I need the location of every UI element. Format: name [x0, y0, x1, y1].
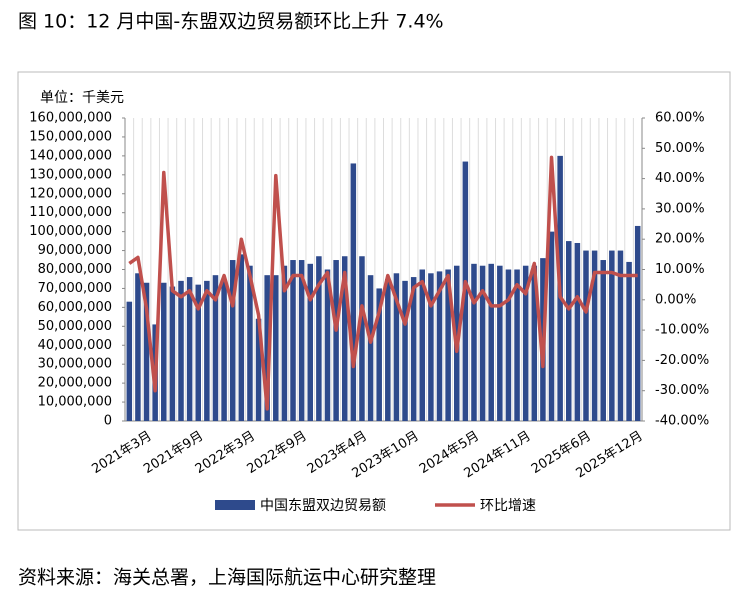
- bar: [350, 163, 357, 421]
- bar: [419, 269, 426, 421]
- bar: [178, 280, 184, 421]
- legend-swatch: [215, 500, 255, 510]
- bar: [135, 273, 141, 421]
- unit-label: 单位：千美元: [40, 90, 124, 106]
- bar: [600, 260, 606, 421]
- bar: [367, 275, 374, 421]
- bar: [479, 265, 486, 421]
- y2-tick-label: -20.00%: [655, 353, 709, 368]
- y-tick-label: 140,000,000: [29, 148, 112, 163]
- y2-tick-label: -40.00%: [655, 414, 709, 429]
- bar: [548, 231, 555, 421]
- y-tick-label: 90,000,000: [38, 243, 112, 258]
- bar: [359, 256, 365, 421]
- y-tick-label: 80,000,000: [38, 262, 112, 277]
- y-tick-label: 30,000,000: [38, 357, 112, 372]
- y-tick-label: 10,000,000: [38, 395, 112, 410]
- bar: [566, 241, 572, 421]
- y2-tick-label: 50.00%: [655, 141, 705, 156]
- bar: [126, 301, 133, 421]
- bar: [376, 288, 382, 421]
- bar: [522, 265, 529, 421]
- bar: [617, 250, 624, 421]
- legend-label: 环比增速: [480, 498, 536, 514]
- bar: [143, 282, 150, 421]
- y-tick-label: 20,000,000: [38, 376, 112, 391]
- line: [128, 155, 638, 411]
- bar: [497, 265, 503, 421]
- bar: [264, 275, 270, 421]
- bar: [591, 250, 598, 421]
- bar: [273, 275, 279, 421]
- chart-frame: [17, 71, 731, 531]
- bar: [161, 282, 167, 421]
- y2-tick-label: 60.00%: [655, 111, 705, 126]
- bar: [609, 250, 615, 421]
- legend-label: 中国东盟双边贸易额: [260, 498, 386, 514]
- source-note: 资料来源：海关总署，上海国际航运中心研究整理: [18, 567, 436, 589]
- bar: [247, 265, 253, 421]
- y-tick-label: 60,000,000: [38, 300, 112, 315]
- bar: [393, 273, 400, 421]
- bar: [402, 280, 408, 421]
- bar: [445, 269, 451, 421]
- bar: [574, 242, 581, 421]
- y-tick-label: 50,000,000: [38, 319, 112, 334]
- bar: [316, 256, 322, 421]
- y-tick-label: 120,000,000: [29, 186, 112, 201]
- y-tick-label: 160,000,000: [29, 111, 112, 126]
- y-tick-label: 130,000,000: [29, 167, 112, 182]
- bar: [221, 280, 227, 421]
- bar: [333, 260, 339, 421]
- bar: [307, 263, 314, 421]
- bar: [298, 260, 305, 421]
- bar: [204, 280, 210, 421]
- bar: [238, 254, 245, 421]
- bar: [212, 275, 219, 421]
- bar: [229, 260, 236, 421]
- bar: [626, 261, 632, 421]
- y-tick-label: 150,000,000: [29, 129, 112, 144]
- y2-tick-label: 40.00%: [655, 171, 705, 186]
- bar: [324, 269, 331, 421]
- y-tick-label: 110,000,000: [29, 205, 112, 220]
- bar: [471, 263, 477, 421]
- bar: [341, 256, 348, 421]
- bar: [436, 271, 443, 421]
- y2-tick-label: 30.00%: [655, 201, 705, 216]
- bar: [410, 277, 417, 421]
- y2-tick-label: -10.00%: [655, 323, 709, 338]
- bar: [290, 260, 296, 421]
- bar: [186, 277, 193, 421]
- bar: [428, 273, 434, 421]
- bar: [514, 269, 520, 421]
- bar: [634, 225, 641, 421]
- bar: [255, 318, 262, 421]
- bar: [195, 284, 201, 421]
- bar: [488, 263, 494, 421]
- chart-title: 图 10：12 月中国-东盟双边贸易额环比上升 7.4%: [18, 11, 444, 33]
- y-tick-label: 70,000,000: [38, 281, 112, 296]
- bar: [281, 265, 288, 421]
- y2-tick-label: 20.00%: [655, 232, 705, 247]
- bar: [385, 278, 391, 421]
- bar: [583, 250, 589, 421]
- bar: [505, 269, 512, 421]
- y-tick-label: 0: [104, 414, 112, 429]
- y-tick-label: 100,000,000: [29, 224, 112, 239]
- bar: [531, 265, 538, 421]
- bar: [169, 286, 176, 421]
- y-tick-label: 40,000,000: [38, 338, 112, 353]
- y2-tick-label: 10.00%: [655, 262, 705, 277]
- y2-tick-label: 0.00%: [655, 292, 696, 307]
- y2-tick-label: -30.00%: [655, 383, 709, 398]
